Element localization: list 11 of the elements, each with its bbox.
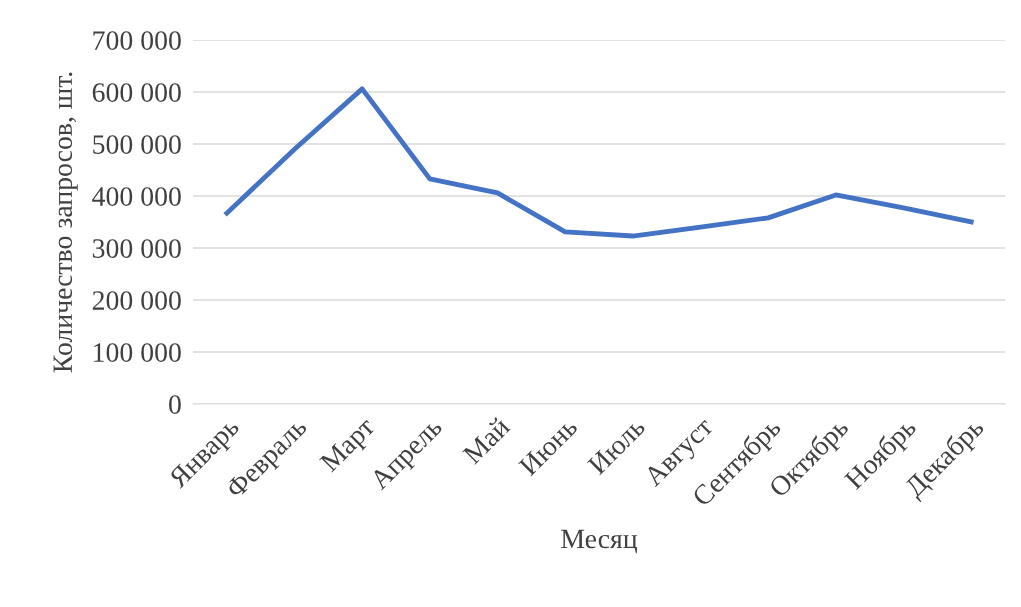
- y-tick-label: 400 000: [92, 187, 181, 206]
- y-tick-label: 700 000: [93, 31, 181, 50]
- y-axis-title: Количество запросов, шт.: [53, 72, 78, 373]
- y-tick-label: 0: [169, 395, 181, 414]
- x-axis-title: Месяц: [561, 529, 638, 554]
- y-tick-label: 500 000: [93, 135, 181, 154]
- y-tick-label: 300 000: [92, 239, 181, 258]
- y-tick-label: 100 000: [94, 343, 181, 362]
- line-series: [224, 86, 974, 239]
- y-tick-label: 600 000: [92, 83, 181, 102]
- y-tick-label: 200 000: [92, 291, 181, 310]
